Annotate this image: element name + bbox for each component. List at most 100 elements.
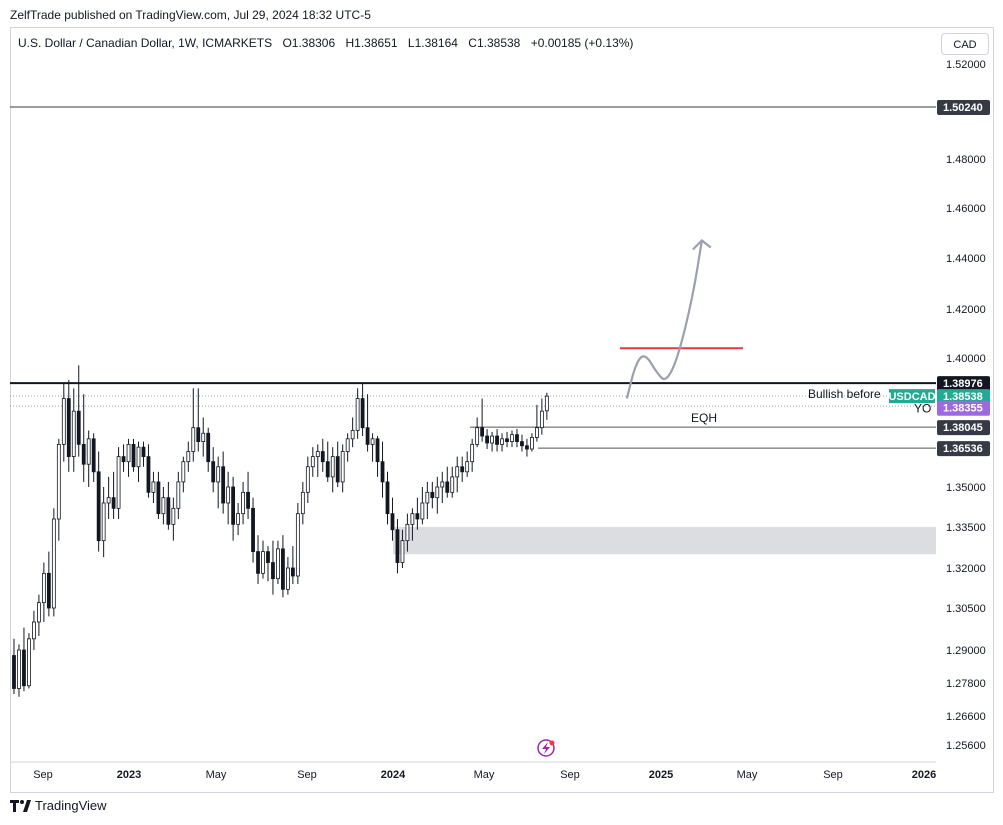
lightning-glyph-icon [542,742,550,754]
demand-zone [393,527,936,555]
symbol-legend: U.S. Dollar / Canadian Dollar, 1W, ICMAR… [18,36,640,50]
annotation-bullish: Bullish before [808,387,881,401]
candle-body [335,456,340,483]
candle-body [305,466,310,493]
candle-body [226,486,231,504]
candle-body [450,476,455,493]
candle-body [76,410,81,445]
x-tick-label: Sep [33,769,53,781]
candle-body [400,540,405,563]
candle-body [500,438,504,445]
y-tick-label: 1.32000 [946,563,986,575]
candle-body [236,513,241,525]
candle-body [539,410,544,429]
symbol-tag-bg [889,389,935,404]
candle-body [166,497,171,525]
price-tag-bg [937,100,990,115]
candle-body [290,567,295,577]
candle-body [106,497,111,504]
y-tick-label: 1.30500 [946,603,986,615]
y-tick-label: 1.52000 [946,59,986,71]
candle-body [485,435,490,444]
price-tag: 1.36536 [943,443,983,455]
currency-button[interactable]: CAD [941,33,989,55]
candle-body [520,441,524,447]
x-tick-label: Sep [560,769,580,781]
candle-body [310,456,315,468]
candle-body [32,621,36,640]
chart-frame[interactable] [10,27,994,793]
candle-body [12,655,16,689]
candle-body [525,445,529,450]
candle-body [415,513,420,520]
candle-body [171,507,176,525]
legend-low: L1.38164 [407,36,458,50]
candle-body [61,398,66,445]
x-tick-label: May [737,769,758,781]
candle-body [470,443,475,463]
x-tick-label: 2023 [117,769,141,781]
candle-body [440,481,445,488]
candle-body [315,451,320,458]
price-tag-bg [937,376,990,392]
y-tick-label: 1.42000 [946,304,986,316]
candle-body [455,466,460,478]
legend-symbol: U.S. Dollar / Canadian Dollar, 1W, ICMAR… [18,36,273,50]
publisher-text: ZelfTrade published on TradingView.com, … [10,8,371,22]
candle-body [246,491,250,509]
candle-body [17,649,21,689]
badge-dot-icon [549,740,555,746]
candle-body [191,427,196,452]
candle-body [420,502,425,520]
legend-close: C1.38538 [468,36,521,50]
price-tag: 1.50240 [943,102,983,114]
candle-body [126,443,131,463]
candle-body [490,435,494,444]
price-tag: 1.38976 [943,378,983,390]
candle-body [380,461,385,483]
candle-body [345,438,350,452]
candle-body [241,491,245,515]
candle-body [206,432,211,463]
candle-body [37,602,41,623]
y-tick-label: 1.25600 [946,740,986,752]
candle-body [121,456,126,463]
candle-body [86,438,91,465]
candle-body [131,443,136,468]
legend-high: H1.38651 [345,36,398,50]
candle-body [475,427,480,445]
price-tag: 1.38538 [943,391,983,403]
candle-body [261,551,265,574]
candle-body [81,443,86,465]
x-tick-label: Sep [823,769,843,781]
candle-body [340,451,345,483]
candle-body [211,461,216,483]
y-tick-label: 1.27800 [946,678,986,690]
candle-body [370,438,375,445]
candle-body [460,466,465,473]
candle-body [256,551,260,574]
price-tag: 1.38045 [943,422,983,434]
candle-body [271,562,275,580]
y-tick-label: 1.29000 [946,645,986,657]
price-tag-bg [937,400,990,416]
annotation-eqh: EQH [691,411,717,425]
legend-open: O1.38306 [282,36,336,50]
x-tick-label: May [206,769,227,781]
candle-body [544,395,549,412]
y-tick-label: 1.33500 [946,522,986,534]
footer-brand-text: TradingView [35,798,107,813]
x-tick-label: 2025 [649,769,673,781]
candle-body [465,461,470,473]
lightning-badge-icon [537,739,555,757]
candle-body [495,435,499,445]
candle-body [445,481,450,493]
candle-body [231,486,236,525]
candle-body [221,466,226,504]
price-tag-bg [937,441,990,457]
candle-body [181,461,186,483]
candle-body [46,572,51,609]
candle-body [410,513,415,525]
candle-body [136,446,141,468]
